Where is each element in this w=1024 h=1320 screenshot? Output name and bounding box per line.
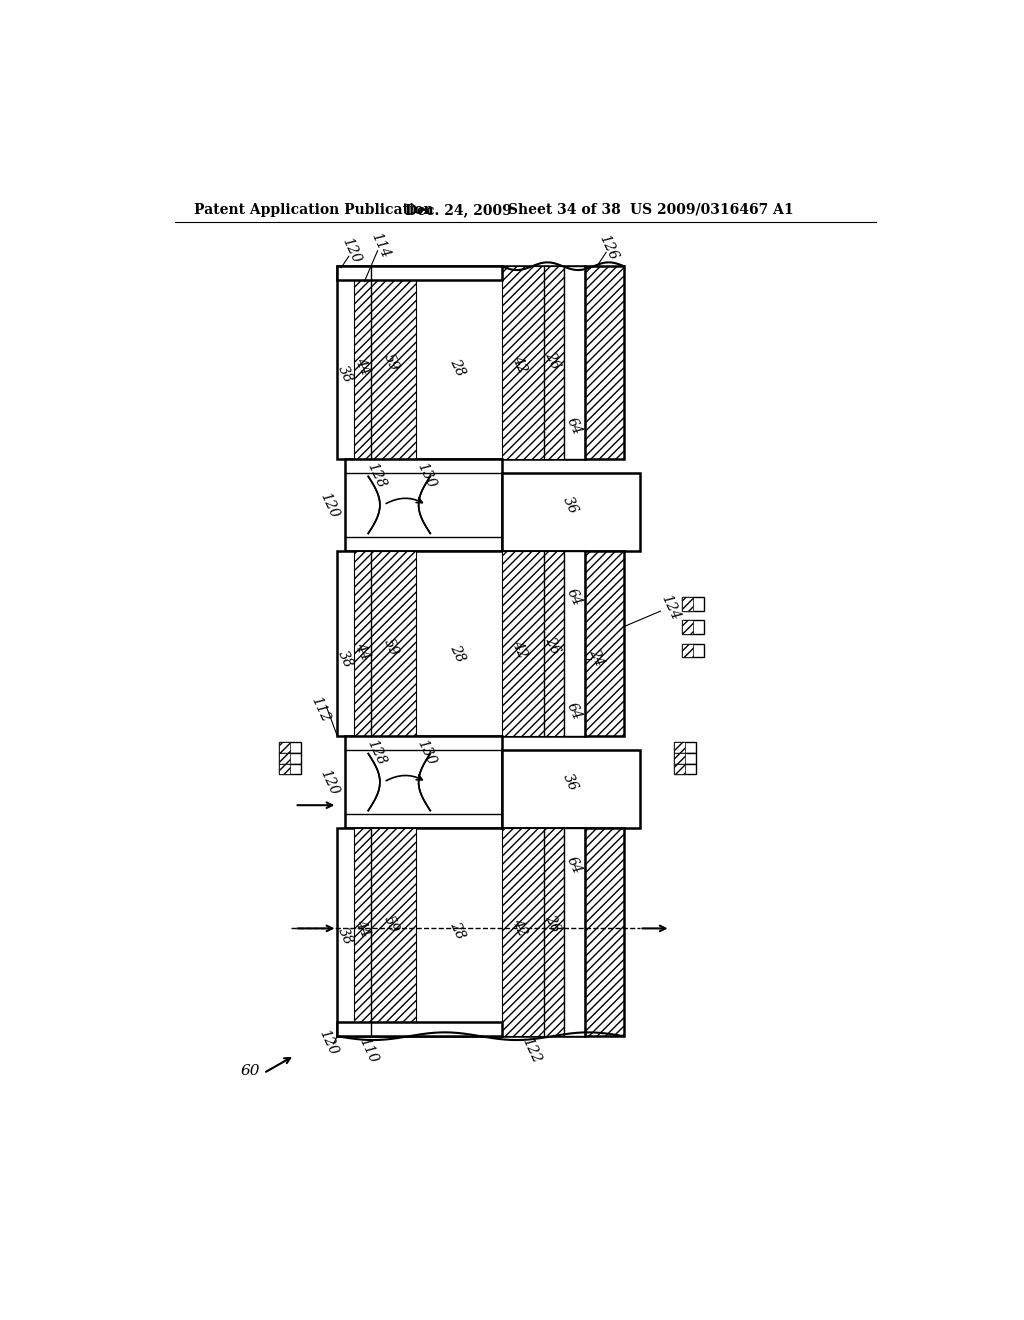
Text: 120: 120 xyxy=(317,490,341,520)
Text: 42: 42 xyxy=(509,639,529,661)
Text: 38: 38 xyxy=(335,648,355,671)
Text: 64: 64 xyxy=(563,416,584,437)
Bar xyxy=(586,267,624,459)
Bar xyxy=(280,752,301,763)
Bar xyxy=(337,829,586,1036)
Bar xyxy=(502,750,640,829)
Text: 59: 59 xyxy=(381,913,401,936)
Text: 59: 59 xyxy=(381,351,401,374)
Bar xyxy=(502,552,563,737)
Bar xyxy=(337,267,586,459)
Text: 28: 28 xyxy=(447,919,468,941)
Bar xyxy=(345,737,502,829)
Bar xyxy=(337,1022,502,1036)
Text: 64: 64 xyxy=(563,700,584,722)
Text: 124: 124 xyxy=(658,593,682,622)
Bar xyxy=(563,552,586,737)
Bar xyxy=(675,742,685,752)
Bar xyxy=(586,552,624,737)
Text: 128: 128 xyxy=(364,738,388,768)
Bar xyxy=(502,267,563,459)
Text: 42: 42 xyxy=(509,916,529,939)
Text: 64: 64 xyxy=(563,586,584,609)
Text: US 2009/0316467 A1: US 2009/0316467 A1 xyxy=(630,203,794,216)
Bar xyxy=(337,552,586,737)
Bar xyxy=(280,742,301,752)
Bar xyxy=(586,829,624,1036)
Bar xyxy=(280,763,301,775)
Bar xyxy=(675,742,696,752)
Bar xyxy=(675,763,696,775)
Bar xyxy=(682,620,693,635)
Text: 44: 44 xyxy=(352,355,372,378)
Text: 28: 28 xyxy=(447,356,468,379)
Text: 60: 60 xyxy=(241,1064,260,1078)
Bar xyxy=(337,267,502,280)
Text: 28: 28 xyxy=(447,643,468,664)
Bar xyxy=(682,597,693,611)
Text: 126: 126 xyxy=(597,232,621,261)
Bar xyxy=(502,473,640,552)
Text: 26: 26 xyxy=(543,912,563,935)
Text: 114: 114 xyxy=(368,231,392,260)
Text: 112: 112 xyxy=(308,694,332,723)
Bar xyxy=(682,644,693,657)
Text: 110: 110 xyxy=(356,1035,380,1065)
Text: 59: 59 xyxy=(381,636,401,659)
Text: 26: 26 xyxy=(543,348,563,371)
Text: 38: 38 xyxy=(335,363,355,385)
Bar xyxy=(280,752,290,763)
Bar xyxy=(354,267,417,459)
Text: 130: 130 xyxy=(415,738,438,768)
Text: 64: 64 xyxy=(563,854,584,876)
Text: Sheet 34 of 38: Sheet 34 of 38 xyxy=(508,203,621,216)
Text: 130: 130 xyxy=(415,461,438,491)
Bar xyxy=(502,829,563,1036)
Text: 44: 44 xyxy=(352,917,372,940)
Bar xyxy=(682,644,703,657)
Text: 120: 120 xyxy=(339,236,364,265)
Text: 36: 36 xyxy=(560,771,581,793)
Text: 122: 122 xyxy=(519,1035,543,1065)
Bar xyxy=(675,752,685,763)
Bar xyxy=(354,829,417,1036)
Text: 120: 120 xyxy=(317,767,341,797)
Text: 24: 24 xyxy=(587,647,607,668)
Text: 128: 128 xyxy=(364,461,388,491)
Text: 44: 44 xyxy=(352,640,372,663)
Bar xyxy=(354,552,417,737)
Text: Patent Application Publication: Patent Application Publication xyxy=(194,203,433,216)
Bar xyxy=(563,829,586,1036)
Bar xyxy=(675,752,696,763)
Text: 42: 42 xyxy=(509,352,529,375)
Bar xyxy=(675,763,685,775)
Bar xyxy=(682,597,703,611)
Bar xyxy=(682,620,703,635)
Text: 120: 120 xyxy=(316,1027,340,1057)
Text: 38: 38 xyxy=(335,925,355,948)
Bar xyxy=(345,459,502,552)
Bar xyxy=(280,742,290,752)
Bar xyxy=(280,763,290,775)
Text: 26: 26 xyxy=(543,635,563,657)
Text: 36: 36 xyxy=(560,494,581,516)
Text: Dec. 24, 2009: Dec. 24, 2009 xyxy=(406,203,512,216)
Bar xyxy=(563,267,586,459)
